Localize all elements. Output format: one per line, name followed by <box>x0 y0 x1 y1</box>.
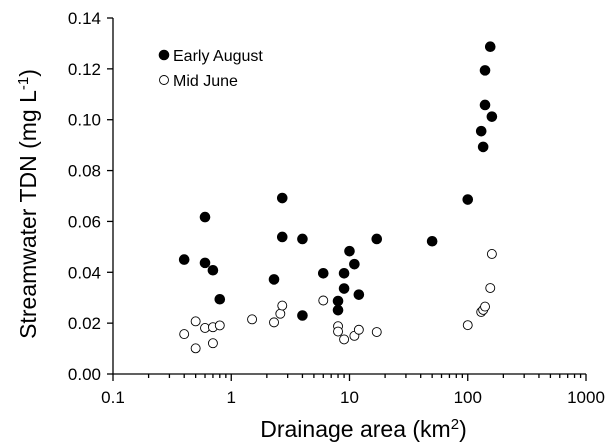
x-axis-title-superscript: 2 <box>451 416 459 433</box>
x-tick-label: 100 <box>454 388 482 407</box>
data-point-early-august <box>297 310 308 321</box>
data-point-early-august <box>426 235 438 247</box>
data-point-mid-june <box>247 314 258 325</box>
data-point-early-august <box>344 245 355 257</box>
data-point-early-august <box>332 295 344 307</box>
data-point-mid-june <box>179 329 190 340</box>
data-point-early-august <box>338 283 350 294</box>
x-tick-label: 1000 <box>567 388 605 407</box>
data-point-mid-june <box>190 343 201 354</box>
data-point-early-august <box>486 111 498 122</box>
data-point-early-august <box>276 192 288 204</box>
data-point-early-august <box>199 257 211 269</box>
data-points <box>178 41 498 354</box>
legend-label-early-august: Early August <box>173 48 263 65</box>
x-axis-ticks: 0.1 1 10 100 1000 <box>101 374 605 407</box>
data-point-mid-june <box>353 324 364 335</box>
data-point-early-august <box>484 41 496 53</box>
data-point-early-august <box>178 254 190 265</box>
legend-marker-mid-june <box>159 75 169 85</box>
data-point-early-august <box>479 99 491 111</box>
y-tick-label: 0.02 <box>68 314 101 333</box>
y-tick-label: 0.08 <box>68 162 101 181</box>
data-point-mid-june <box>207 338 218 349</box>
y-axis-title-superscript: -1 <box>15 77 32 90</box>
data-point-early-august <box>214 293 226 305</box>
data-point-early-august <box>297 233 308 245</box>
legend-label-mid-june: Mid June <box>173 73 238 90</box>
data-point-early-august <box>479 65 491 76</box>
data-point-mid-june <box>371 327 382 337</box>
y-tick-label: 0.04 <box>68 263 101 282</box>
data-point-mid-june <box>333 326 343 337</box>
x-tick-label: 0.1 <box>101 388 125 407</box>
legend-marker-early-august <box>158 49 170 61</box>
y-tick-label: 0.10 <box>68 111 101 130</box>
data-point-early-august <box>477 141 489 153</box>
data-point-mid-june <box>486 249 497 259</box>
data-point-mid-june <box>275 308 286 319</box>
x-tick-label: 10 <box>340 388 359 407</box>
y-axis-title: Streamwater TDN (mg L-1) <box>15 69 42 339</box>
data-point-early-august <box>207 264 219 276</box>
data-point-early-august <box>338 268 350 279</box>
data-point-mid-june <box>214 320 225 331</box>
legend: Early August Mid June <box>158 48 263 90</box>
data-point-early-august <box>475 125 487 137</box>
data-point-mid-june <box>318 295 329 306</box>
data-point-early-august <box>349 258 360 270</box>
data-point-mid-june <box>277 300 288 311</box>
x-tick-label: 1 <box>227 388 236 407</box>
data-point-mid-june <box>480 301 490 312</box>
data-point-early-august <box>462 194 474 205</box>
data-point-mid-june <box>190 316 201 327</box>
data-point-early-august <box>276 231 288 243</box>
data-point-mid-june <box>485 283 496 293</box>
data-point-early-august <box>332 304 344 316</box>
y-tick-label: 0.00 <box>68 365 101 384</box>
data-point-mid-june <box>339 334 350 345</box>
y-tick-label: 0.14 <box>68 9 101 28</box>
data-point-early-august <box>199 211 211 223</box>
data-point-mid-june <box>269 317 279 328</box>
data-point-early-august <box>317 268 329 279</box>
data-point-mid-june <box>462 320 473 331</box>
x-axis-title: Drainage area (km2) <box>260 416 466 443</box>
y-tick-label: 0.06 <box>68 212 101 231</box>
plot-frame <box>112 18 586 375</box>
data-point-early-august <box>371 233 383 245</box>
y-tick-label: 0.12 <box>68 60 101 79</box>
data-point-early-august <box>353 289 365 300</box>
data-point-early-august <box>268 274 280 285</box>
y-axis-ticks: 0.00 0.02 0.04 0.06 0.08 0.10 0.12 0.14 <box>68 9 113 384</box>
